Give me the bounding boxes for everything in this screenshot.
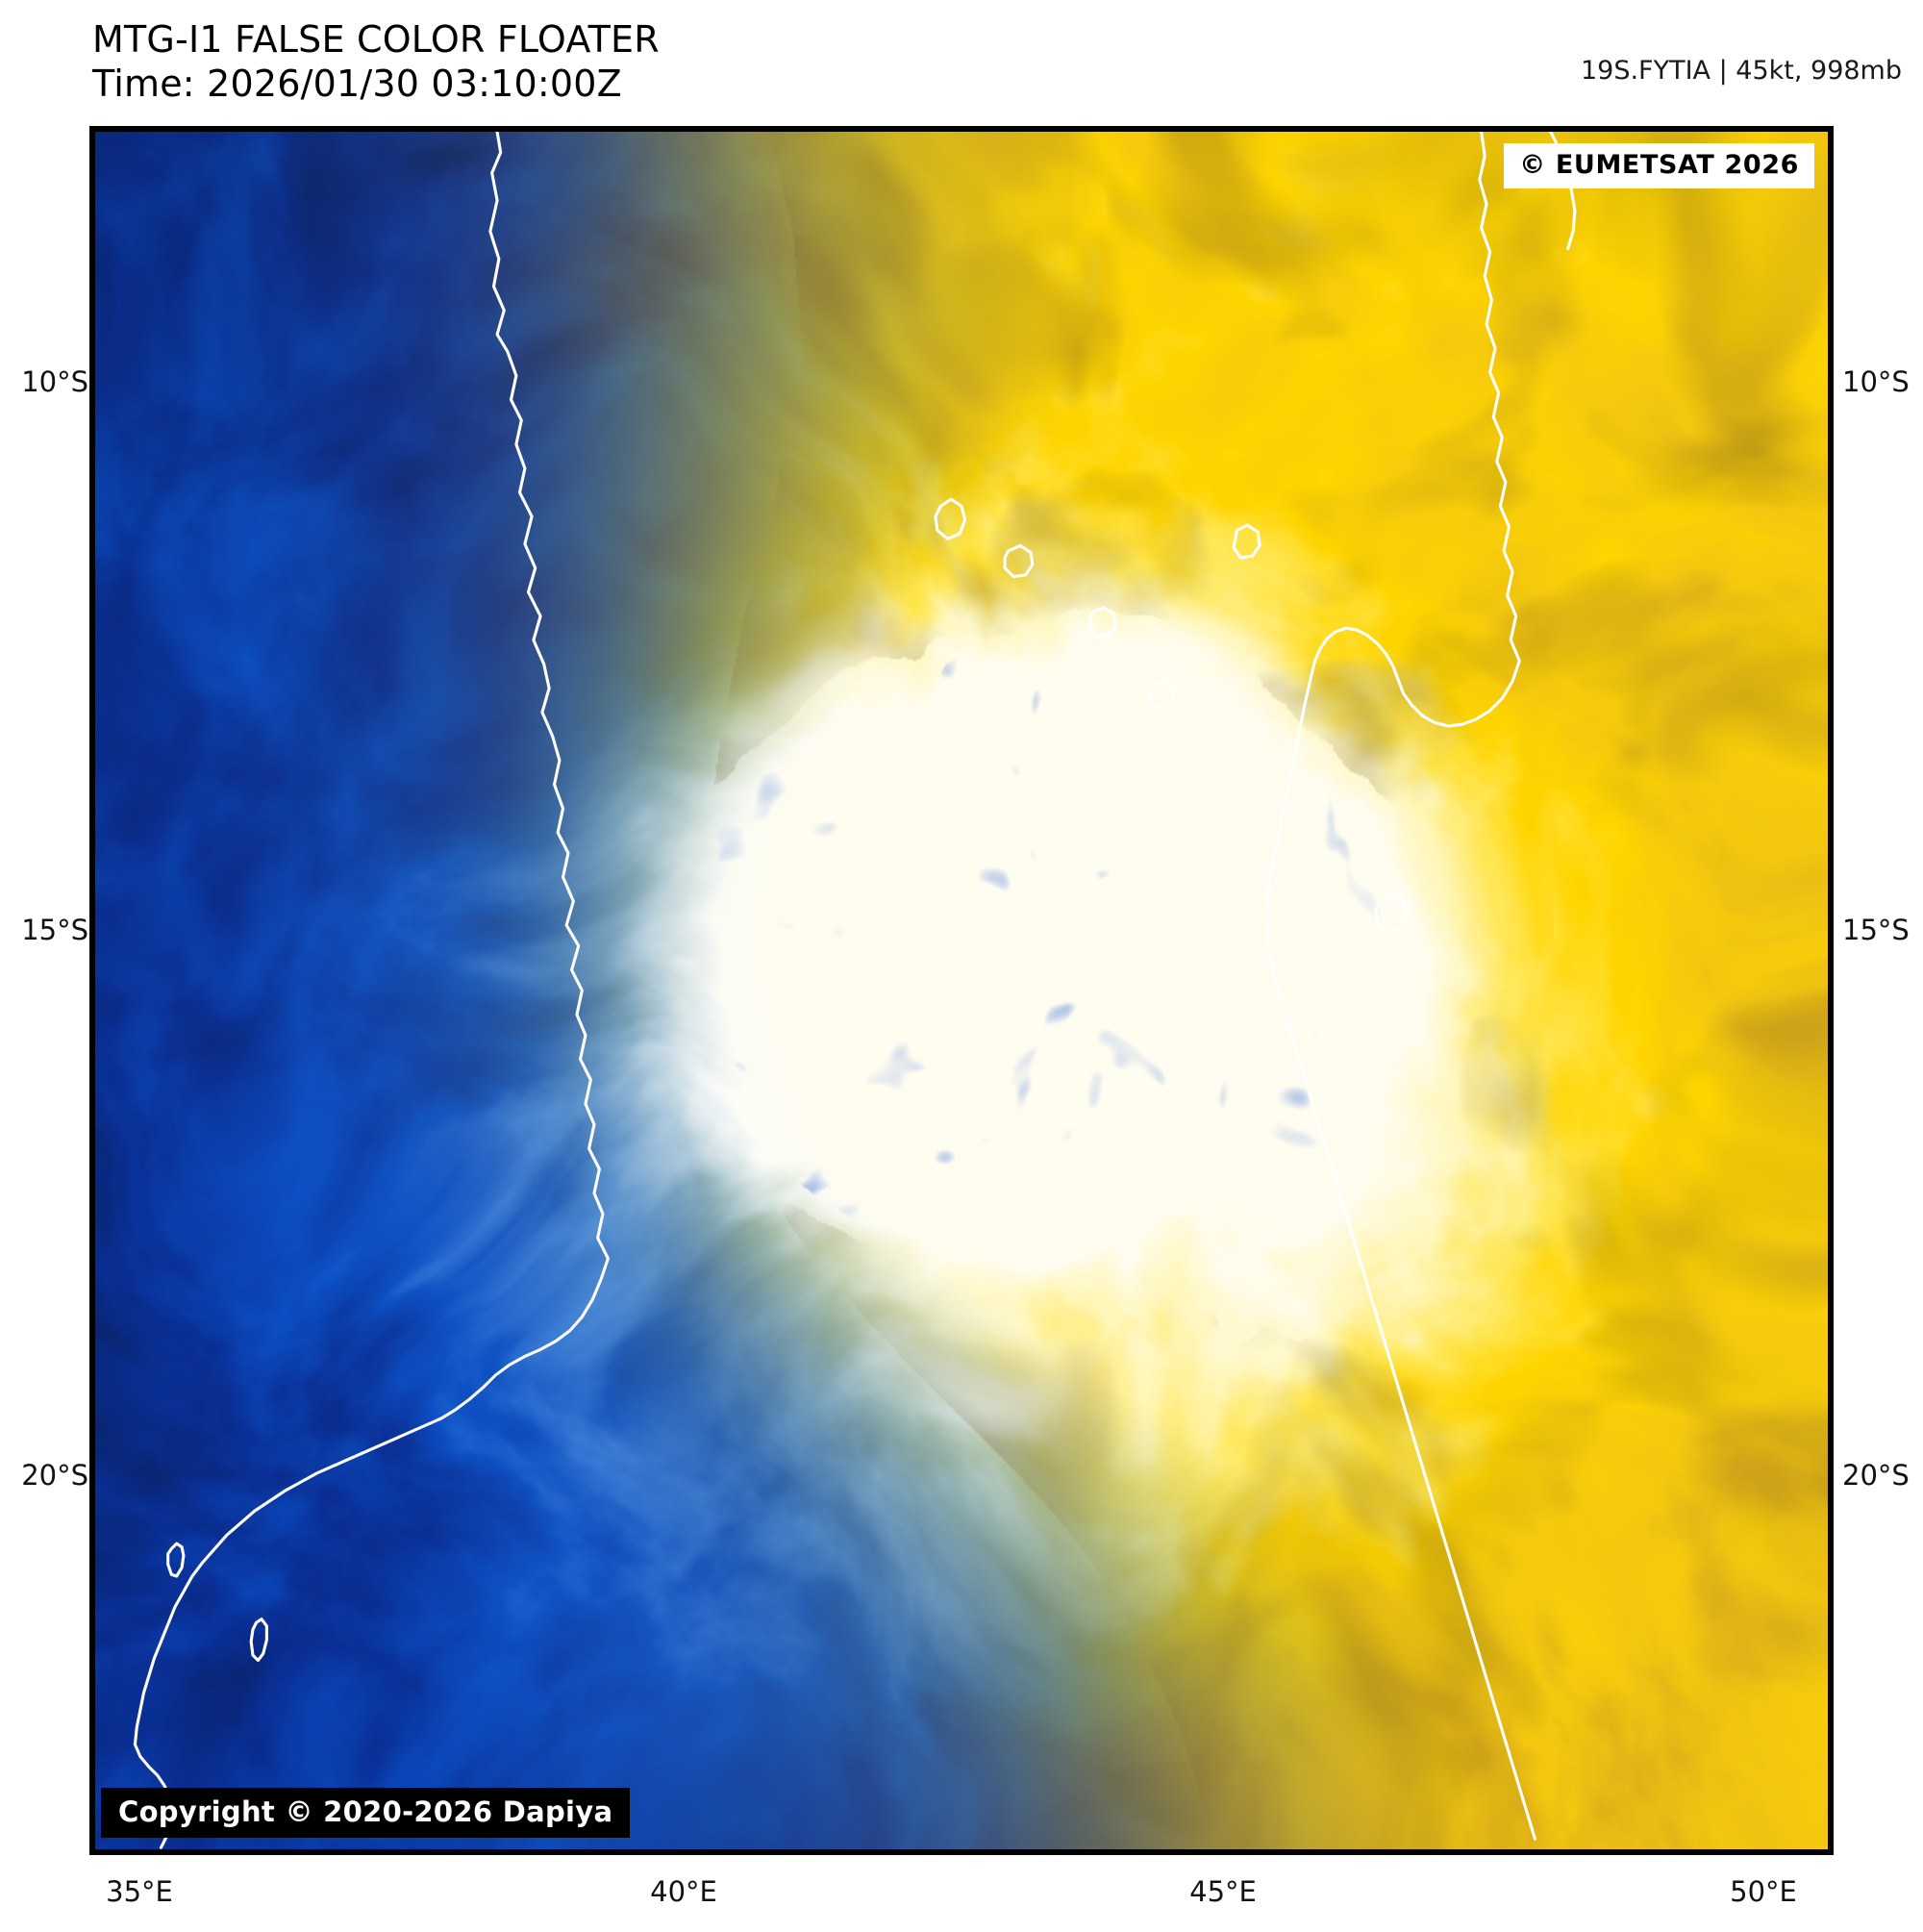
timestamp-label: Time: 2026/01/30 03:10:00Z: [92, 63, 622, 106]
storm-info-label: 19S.FYTIA | 45kt, 998mb: [1580, 56, 1902, 86]
dapiya-copyright-badge: Copyright © 2020-2026 Dapiya: [101, 1788, 631, 1838]
coastline-overlay: [95, 132, 1828, 1849]
eumetsat-copyright-badge: © EUMETSAT 2026: [1504, 143, 1814, 188]
coastline-africa-east: [135, 132, 608, 1744]
header-title-block: MTG-I1 FALSE COLOR FLOATER Time: 2026/01…: [92, 17, 660, 107]
coastline-island-a: [168, 1543, 184, 1576]
lon-label-3: 50°E: [1730, 1875, 1797, 1908]
coastline-madagascar: [1266, 132, 1535, 1839]
lon-label-2: 45°E: [1189, 1875, 1257, 1908]
satellite-imagery: [95, 132, 1828, 1849]
coastline-island-mayotte: [1234, 525, 1260, 558]
lat-label-right-1: 15°S: [1842, 914, 1910, 946]
lat-label-right-2: 20°S: [1842, 1459, 1910, 1492]
coastline-island-comoro-3: [1089, 608, 1115, 637]
false-color-raster: [95, 132, 1828, 1849]
coastline-island-madagascar-nw: [1376, 894, 1407, 932]
satellite-image-frame: © EUMETSAT 2026 Copyright © 2020-2026 Da…: [89, 126, 1834, 1855]
lat-label-right-0: 10°S: [1842, 365, 1910, 398]
lat-label-left-2: 20°S: [21, 1459, 88, 1492]
lat-label-left-0: 10°S: [21, 365, 88, 398]
coastline-island-b: [251, 1619, 266, 1661]
lon-label-0: 35°E: [106, 1875, 173, 1908]
coastline-island-comoro-1: [936, 499, 965, 539]
coastline-island-comoro-2: [1005, 545, 1033, 576]
lon-label-1: 40°E: [650, 1875, 717, 1908]
page-title: MTG-I1 FALSE COLOR FLOATER: [92, 18, 660, 61]
coastline-island-comoro-4: [1149, 682, 1175, 710]
lat-label-left-1: 15°S: [21, 914, 88, 946]
